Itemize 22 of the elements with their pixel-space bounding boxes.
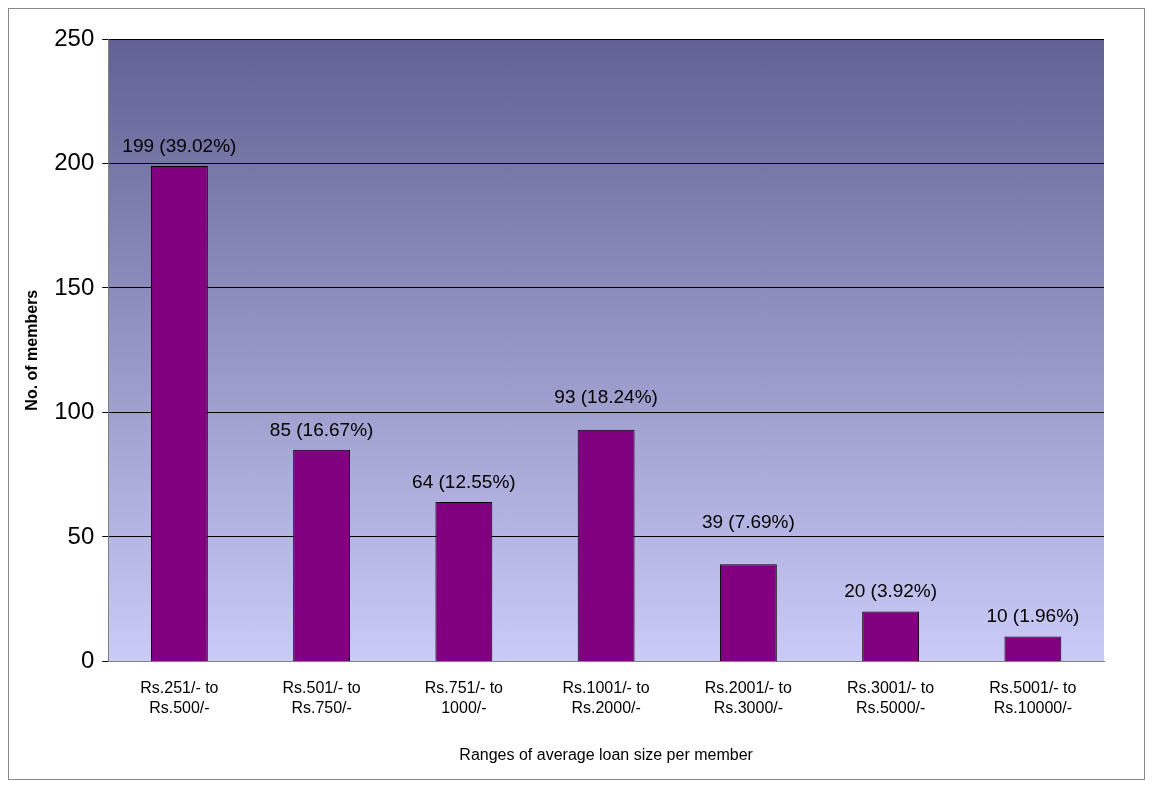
data-label: 85 (16.67%) bbox=[269, 418, 374, 440]
y-axis-title: No. of members bbox=[23, 289, 41, 411]
x-tick-label: Rs.251/- to Rs.500/- bbox=[140, 679, 219, 716]
y-tick-label: 100 bbox=[54, 397, 95, 425]
x-tick-label: Rs.3001/- to Rs.5000/- bbox=[847, 679, 935, 716]
x-tick-label: Rs.501/- to Rs.750/- bbox=[282, 679, 361, 716]
x-tick-label: Rs.1001/- to Rs.2000/- bbox=[562, 679, 650, 716]
x-tick-label: Rs.2001/- to Rs.3000/- bbox=[704, 679, 793, 716]
data-label: 199 (39.02%) bbox=[122, 134, 237, 156]
y-tick-label: 150 bbox=[54, 272, 95, 300]
y-tick-label: 0 bbox=[80, 646, 95, 674]
data-label: 39 (7.69%) bbox=[701, 510, 795, 532]
y-tick-label: 50 bbox=[67, 521, 95, 549]
x-tick-label: Rs.751/- to 1000/- bbox=[424, 679, 504, 716]
x-tick-label: Rs.5001/- to Rs.10000/- bbox=[989, 679, 1077, 716]
data-label: 93 (18.24%) bbox=[554, 386, 658, 408]
y-tick-label: 250 bbox=[54, 23, 95, 51]
data-label: 20 (3.92%) bbox=[844, 580, 938, 602]
x-axis-title: Ranges of average loan size per member bbox=[459, 745, 754, 763]
data-label: 64 (12.55%) bbox=[412, 470, 516, 492]
y-tick-label: 200 bbox=[54, 148, 95, 176]
data-label: 10 (1.96%) bbox=[986, 605, 1080, 627]
